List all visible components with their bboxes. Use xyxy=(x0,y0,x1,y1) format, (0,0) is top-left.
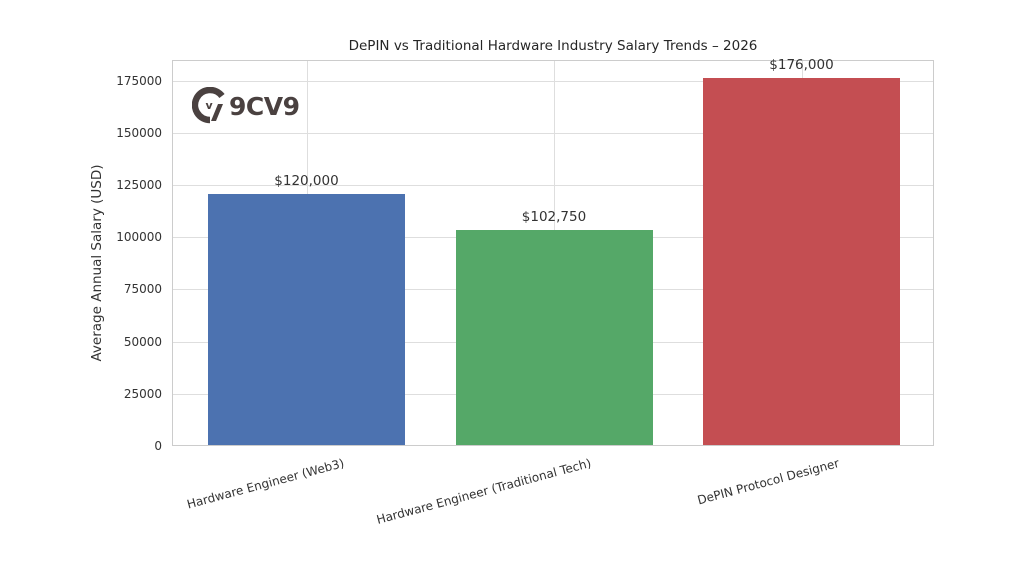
horizontal-gridline xyxy=(173,80,933,82)
y-tick-label: 125000 xyxy=(116,178,162,192)
y-tick-label: 50000 xyxy=(123,334,162,349)
x-tick-label: Hardware Engineer (Web3) xyxy=(184,456,346,512)
y-tick-label: 100000 xyxy=(116,230,162,245)
y-tick-label: 0 xyxy=(154,439,162,453)
y-tick-label: 175000 xyxy=(116,73,162,88)
y-tick-label: 75000 xyxy=(123,282,162,297)
svg-text:v: v xyxy=(206,99,214,112)
bar xyxy=(455,230,653,445)
y-tick-label: 150000 xyxy=(116,125,162,140)
x-tick-label: DePIN Protocol Designer xyxy=(695,456,841,508)
plot-area xyxy=(172,60,934,446)
watermark-logo: v 9CV9 xyxy=(192,87,300,125)
horizontal-gridline xyxy=(173,132,933,134)
y-tick-label: 25000 xyxy=(123,386,162,401)
x-tick-label: Hardware Engineer (Traditional Tech) xyxy=(375,456,593,527)
bar xyxy=(208,194,405,445)
bar-value-label: $102,750 xyxy=(521,209,587,226)
bar-value-label: $120,000 xyxy=(274,173,339,190)
watermark-text: 9CV9 xyxy=(229,91,300,121)
chart-title: DePIN vs Traditional Hardware Industry S… xyxy=(348,38,758,54)
bar-value-label: $176,000 xyxy=(769,56,834,73)
y-axis-label: Average Annual Salary (USD) xyxy=(89,164,105,362)
bar xyxy=(703,77,900,445)
9cv9-logo-icon: v xyxy=(192,87,225,124)
horizontal-gridline xyxy=(173,185,933,186)
